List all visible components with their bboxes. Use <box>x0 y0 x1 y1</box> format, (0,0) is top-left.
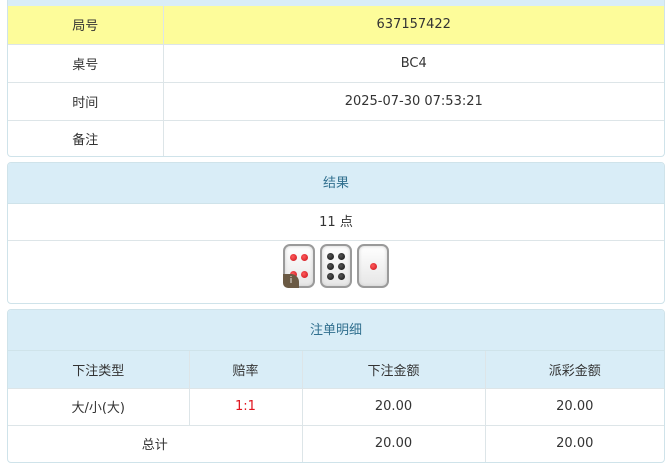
col-bet-amount: 下注金额 <box>301 351 486 389</box>
round-info-panel: 局号 637157422 桌号 BC4 时间 2025-07-30 07:53:… <box>7 6 665 157</box>
die-pip <box>326 272 334 280</box>
total-amount: 20.00 <box>301 424 486 462</box>
odds: 1:1 <box>188 387 303 426</box>
die-4: i <box>283 244 315 288</box>
row-time: 时间 2025-07-30 07:53:21 <box>8 81 664 121</box>
column-headers: 下注类型 赔率 下注金额 派彩金额 <box>8 351 664 389</box>
total-payout: 20.00 <box>484 424 664 462</box>
total-label: 总计 <box>8 424 303 462</box>
col-bet-type: 下注类型 <box>8 351 190 389</box>
info-badge-icon[interactable]: i <box>283 274 299 288</box>
row-table-id: 桌号 BC4 <box>8 43 664 83</box>
payout: 20.00 <box>484 387 664 426</box>
row-round-id: 局号 637157422 <box>8 6 664 45</box>
die-pip <box>326 252 334 260</box>
die-pip <box>338 262 346 270</box>
bet-details-panel: 注单明细 下注类型 赔率 下注金额 派彩金额 大/小(大) 1:1 20.00 … <box>7 309 665 463</box>
dice-row: i <box>8 241 664 288</box>
label: 桌号 <box>8 43 164 83</box>
die-6 <box>320 244 352 288</box>
die-pip <box>338 272 346 280</box>
table-id-value: BC4 <box>162 43 664 83</box>
result-panel: 结果 11 点 i <box>7 162 665 304</box>
die-pip <box>326 262 334 270</box>
die-pip <box>289 253 297 261</box>
die-pip <box>338 252 346 260</box>
result-points: 11 点 <box>8 204 664 241</box>
die-1 <box>357 244 389 288</box>
time-value: 2025-07-30 07:53:21 <box>162 81 664 121</box>
label: 局号 <box>8 6 164 45</box>
total-row: 总计 20.00 20.00 <box>8 424 664 462</box>
result-title: 结果 <box>8 163 664 204</box>
row-remark: 备注 <box>8 119 664 156</box>
round-id-value: 637157422 <box>162 6 664 45</box>
col-odds: 赔率 <box>188 351 303 389</box>
remark-value <box>162 119 664 156</box>
die-pip <box>301 271 309 279</box>
bet-type: 大/小(大) <box>8 387 190 426</box>
die-pip <box>369 262 377 270</box>
label: 时间 <box>8 81 164 121</box>
die-pip <box>301 253 309 261</box>
col-payout: 派彩金额 <box>484 351 664 389</box>
label: 备注 <box>8 119 164 156</box>
bet-details-title: 注单明细 <box>8 310 664 351</box>
table-row: 大/小(大) 1:1 20.00 20.00 <box>8 387 664 426</box>
bet-amount: 20.00 <box>301 387 486 426</box>
